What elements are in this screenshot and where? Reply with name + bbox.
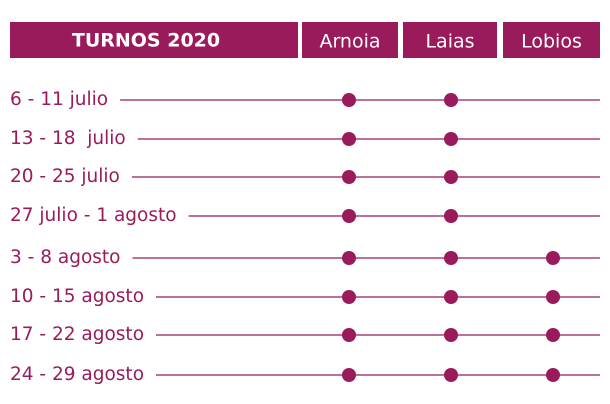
turn-dot bbox=[546, 328, 560, 342]
column-header: Arnoia bbox=[319, 31, 380, 53]
turn-dot bbox=[342, 132, 356, 146]
turn-dot bbox=[444, 170, 458, 184]
turn-dot bbox=[342, 209, 356, 223]
turn-dot bbox=[444, 368, 458, 382]
row-label: 13 - 18 julio bbox=[10, 128, 126, 149]
turn-dot bbox=[342, 93, 356, 107]
title-cell bbox=[10, 22, 298, 58]
turn-dot bbox=[444, 132, 458, 146]
column-header-cell bbox=[503, 22, 600, 58]
turn-dot bbox=[444, 251, 458, 265]
turn-dot bbox=[444, 328, 458, 342]
turn-dot bbox=[342, 368, 356, 382]
row-label: 20 - 25 julio bbox=[10, 166, 120, 187]
turn-dot bbox=[444, 290, 458, 304]
turn-dot bbox=[444, 209, 458, 223]
column-header: Laias bbox=[425, 31, 474, 53]
row-label: 3 - 8 agosto bbox=[10, 247, 120, 268]
row-label: 24 - 29 agosto bbox=[10, 364, 144, 385]
turn-dot bbox=[342, 251, 356, 265]
row-label: 27 julio - 1 agosto bbox=[10, 205, 177, 226]
column-header-cell bbox=[403, 22, 497, 58]
row-label: 6 - 11 julio bbox=[10, 89, 108, 110]
row-label: 17 - 22 agosto bbox=[10, 324, 144, 345]
title: TURNOS 2020 bbox=[72, 30, 220, 52]
turn-dot bbox=[342, 328, 356, 342]
turn-dot bbox=[342, 170, 356, 184]
column-header: Lobios bbox=[521, 31, 582, 53]
turn-dot bbox=[546, 368, 560, 382]
row-label: 10 - 15 agosto bbox=[10, 286, 144, 307]
turn-dot bbox=[546, 290, 560, 304]
turn-dot bbox=[342, 290, 356, 304]
turn-dot bbox=[546, 251, 560, 265]
turn-dot bbox=[444, 93, 458, 107]
column-header-cell bbox=[302, 22, 398, 58]
